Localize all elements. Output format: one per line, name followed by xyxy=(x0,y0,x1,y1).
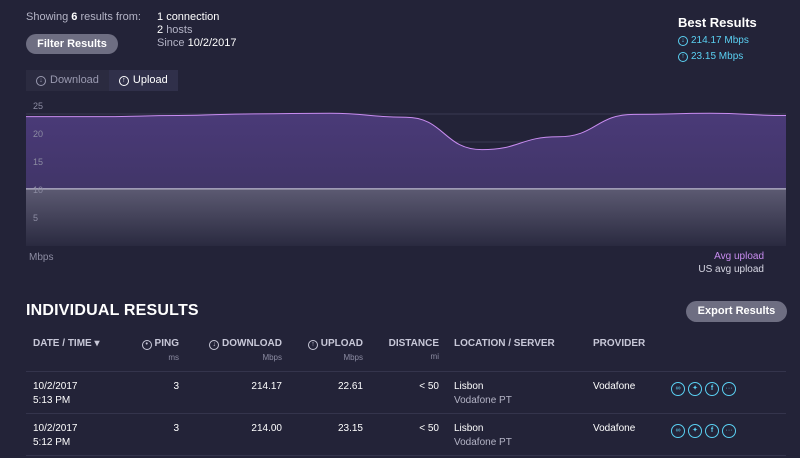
col-distance-label: DISTANCE xyxy=(389,338,439,349)
more-icon[interactable]: ··· xyxy=(722,424,736,438)
facebook-icon[interactable]: f xyxy=(705,382,719,396)
link-icon[interactable]: ∞ xyxy=(671,424,685,438)
best-upload: ↑ 23.15 Mbps xyxy=(678,51,757,62)
upload-arrow-icon: ↑ xyxy=(119,76,129,86)
tab-upload-label: Upload xyxy=(133,70,168,91)
tab-upload[interactable]: ↑ Upload xyxy=(109,70,178,91)
col-upload-label: UPLOAD xyxy=(321,338,363,349)
results-count: 6 xyxy=(71,11,77,23)
upload-arrow-icon: ↑ xyxy=(678,52,688,62)
table-row[interactable]: 10/2/2017 5:12 PM 3 214.00 23.15 < 50 Lis… xyxy=(26,414,786,456)
row-date: 10/2/2017 xyxy=(33,422,78,436)
col-distance-unit: mi xyxy=(380,352,439,361)
table-row[interactable]: 10/2/2017 5:13 PM 3 214.17 22.61 < 50 Lis… xyxy=(26,372,786,414)
col-provider-label: PROVIDER xyxy=(593,338,645,349)
legend-avg-upload: Avg upload xyxy=(714,251,764,262)
hosts-count: 2 xyxy=(157,24,163,36)
row-download: 214.17 xyxy=(200,380,282,394)
tab-download-label: Download xyxy=(50,70,99,91)
row-download: 214.00 xyxy=(200,422,282,436)
chart-svg: 25 20 15 10 5 xyxy=(26,92,786,292)
row-server: Vodafone PT xyxy=(454,436,512,450)
col-upload-unit: Mbps xyxy=(300,353,363,362)
showing-suffix: results from: xyxy=(80,11,141,23)
row-provider: Vodafone xyxy=(593,422,635,436)
col-date-time[interactable]: DATE / TIME ▾ xyxy=(33,338,100,349)
sort-desc-icon: ▾ xyxy=(94,338,99,349)
col-location-label: LOCATION / SERVER xyxy=(454,338,555,349)
connections-label: connection xyxy=(166,11,219,23)
showing-prefix: Showing xyxy=(26,11,68,23)
facebook-icon[interactable]: f xyxy=(705,424,719,438)
twitter-icon[interactable]: ✦ xyxy=(688,382,702,396)
share-icons: ∞ ✦ f ··· xyxy=(671,424,736,438)
y-tick-label: 10 xyxy=(33,185,43,195)
twitter-icon[interactable]: ✦ xyxy=(688,424,702,438)
ping-icon: • xyxy=(142,340,152,350)
row-distance: < 50 xyxy=(380,422,439,436)
hosts-label: hosts xyxy=(166,24,192,36)
best-results-title: Best Results xyxy=(678,15,757,30)
download-arrow-icon: ↓ xyxy=(36,76,46,86)
best-download: ↓ 214.17 Mbps xyxy=(678,35,757,46)
share-icons: ∞ ✦ f ··· xyxy=(671,382,736,396)
link-icon[interactable]: ∞ xyxy=(671,382,685,396)
y-tick-label: 20 xyxy=(33,129,43,139)
best-results: Best Results ↓ 214.17 Mbps ↑ 23.15 Mbps xyxy=(678,15,757,62)
row-time: 5:13 PM xyxy=(33,394,78,408)
row-ping: 3 xyxy=(140,380,179,394)
y-tick-label: 15 xyxy=(33,157,43,167)
since-prefix: Since xyxy=(157,37,185,49)
connections-count: 1 xyxy=(157,11,163,23)
row-time: 5:12 PM xyxy=(33,436,78,450)
col-location[interactable]: LOCATION / SERVER xyxy=(454,338,555,349)
col-download-label: DOWNLOAD xyxy=(222,338,282,349)
row-upload: 23.15 xyxy=(300,422,363,436)
col-provider[interactable]: PROVIDER xyxy=(593,338,645,349)
y-tick-label: 5 xyxy=(33,213,38,223)
row-upload: 22.61 xyxy=(300,380,363,394)
best-upload-value: 23.15 Mbps xyxy=(691,51,743,62)
download-arrow-icon: ↓ xyxy=(678,36,688,46)
best-download-value: 214.17 Mbps xyxy=(691,35,749,46)
col-ping[interactable]: • PING ms xyxy=(140,338,179,362)
col-ping-unit: ms xyxy=(140,353,179,362)
tab-download[interactable]: ↓ Download xyxy=(26,70,109,91)
row-location: Lisbon xyxy=(454,422,512,436)
y-axis-label: Mbps xyxy=(29,252,53,263)
download-arrow-icon: ↓ xyxy=(209,340,219,350)
row-server: Vodafone PT xyxy=(454,394,512,408)
upload-arrow-icon: ↑ xyxy=(308,340,318,350)
connection-summary: 1 connection 2 hosts Since 10/2/2017 xyxy=(157,11,237,50)
legend-us-avg-upload: US avg upload xyxy=(698,264,764,275)
individual-results-title: INDIVIDUAL RESULTS xyxy=(26,302,199,320)
col-ping-label: PING xyxy=(155,338,179,349)
upload-chart: 25 20 15 10 5 Mbps Avg upload US avg upload xyxy=(26,92,786,292)
col-date-label: DATE / TIME xyxy=(33,338,92,349)
since-date: 10/2/2017 xyxy=(188,37,237,49)
col-download-unit: Mbps xyxy=(200,353,282,362)
more-icon[interactable]: ··· xyxy=(722,382,736,396)
col-upload[interactable]: ↑ UPLOAD Mbps xyxy=(300,338,363,362)
col-download[interactable]: ↓ DOWNLOAD Mbps xyxy=(200,338,282,362)
row-provider: Vodafone xyxy=(593,380,635,394)
row-date: 10/2/2017 xyxy=(33,380,78,394)
row-distance: < 50 xyxy=(380,380,439,394)
col-distance[interactable]: DISTANCE mi xyxy=(380,338,439,361)
results-summary: Showing 6 results from: xyxy=(26,11,141,23)
row-ping: 3 xyxy=(140,422,179,436)
chart-tabs: ↓ Download ↑ Upload xyxy=(26,70,178,91)
us-avg-upload-area xyxy=(26,189,786,246)
y-tick-label: 25 xyxy=(33,101,43,111)
filter-results-button[interactable]: Filter Results xyxy=(26,34,118,54)
row-location: Lisbon xyxy=(454,380,512,394)
export-results-button[interactable]: Export Results xyxy=(686,301,787,322)
